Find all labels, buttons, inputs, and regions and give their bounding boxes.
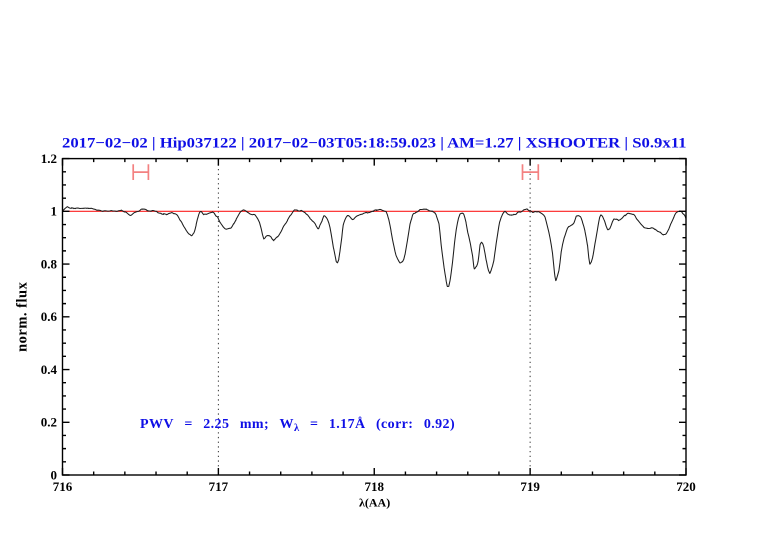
svg-text:717: 717 (209, 479, 229, 494)
svg-text:0.4: 0.4 (41, 362, 58, 377)
svg-text:716: 716 (53, 479, 73, 494)
svg-text:λ(AA): λ(AA) (359, 496, 390, 510)
svg-text:PWV = 2.25 mm; Wλ = 1.17: PWV = 2.25 mm; Wλ = 1.17Å (corr: 0.92) (140, 416, 455, 434)
svg-text:720: 720 (676, 479, 696, 494)
svg-text:1.2: 1.2 (41, 151, 57, 166)
svg-text:2017−02−02 | Hip037122 | 2017−: 2017−02−02 | Hip037122 | 2017−02−03T05:1… (62, 136, 687, 152)
svg-text:0.8: 0.8 (41, 256, 58, 271)
svg-text:0: 0 (51, 467, 58, 482)
svg-text:norm. flux: norm. flux (15, 281, 31, 352)
svg-text:1: 1 (51, 204, 58, 219)
svg-text:0.2: 0.2 (41, 415, 57, 430)
svg-text:0.6: 0.6 (41, 309, 58, 324)
svg-text:719: 719 (520, 479, 540, 494)
svg-text:718: 718 (364, 479, 384, 494)
